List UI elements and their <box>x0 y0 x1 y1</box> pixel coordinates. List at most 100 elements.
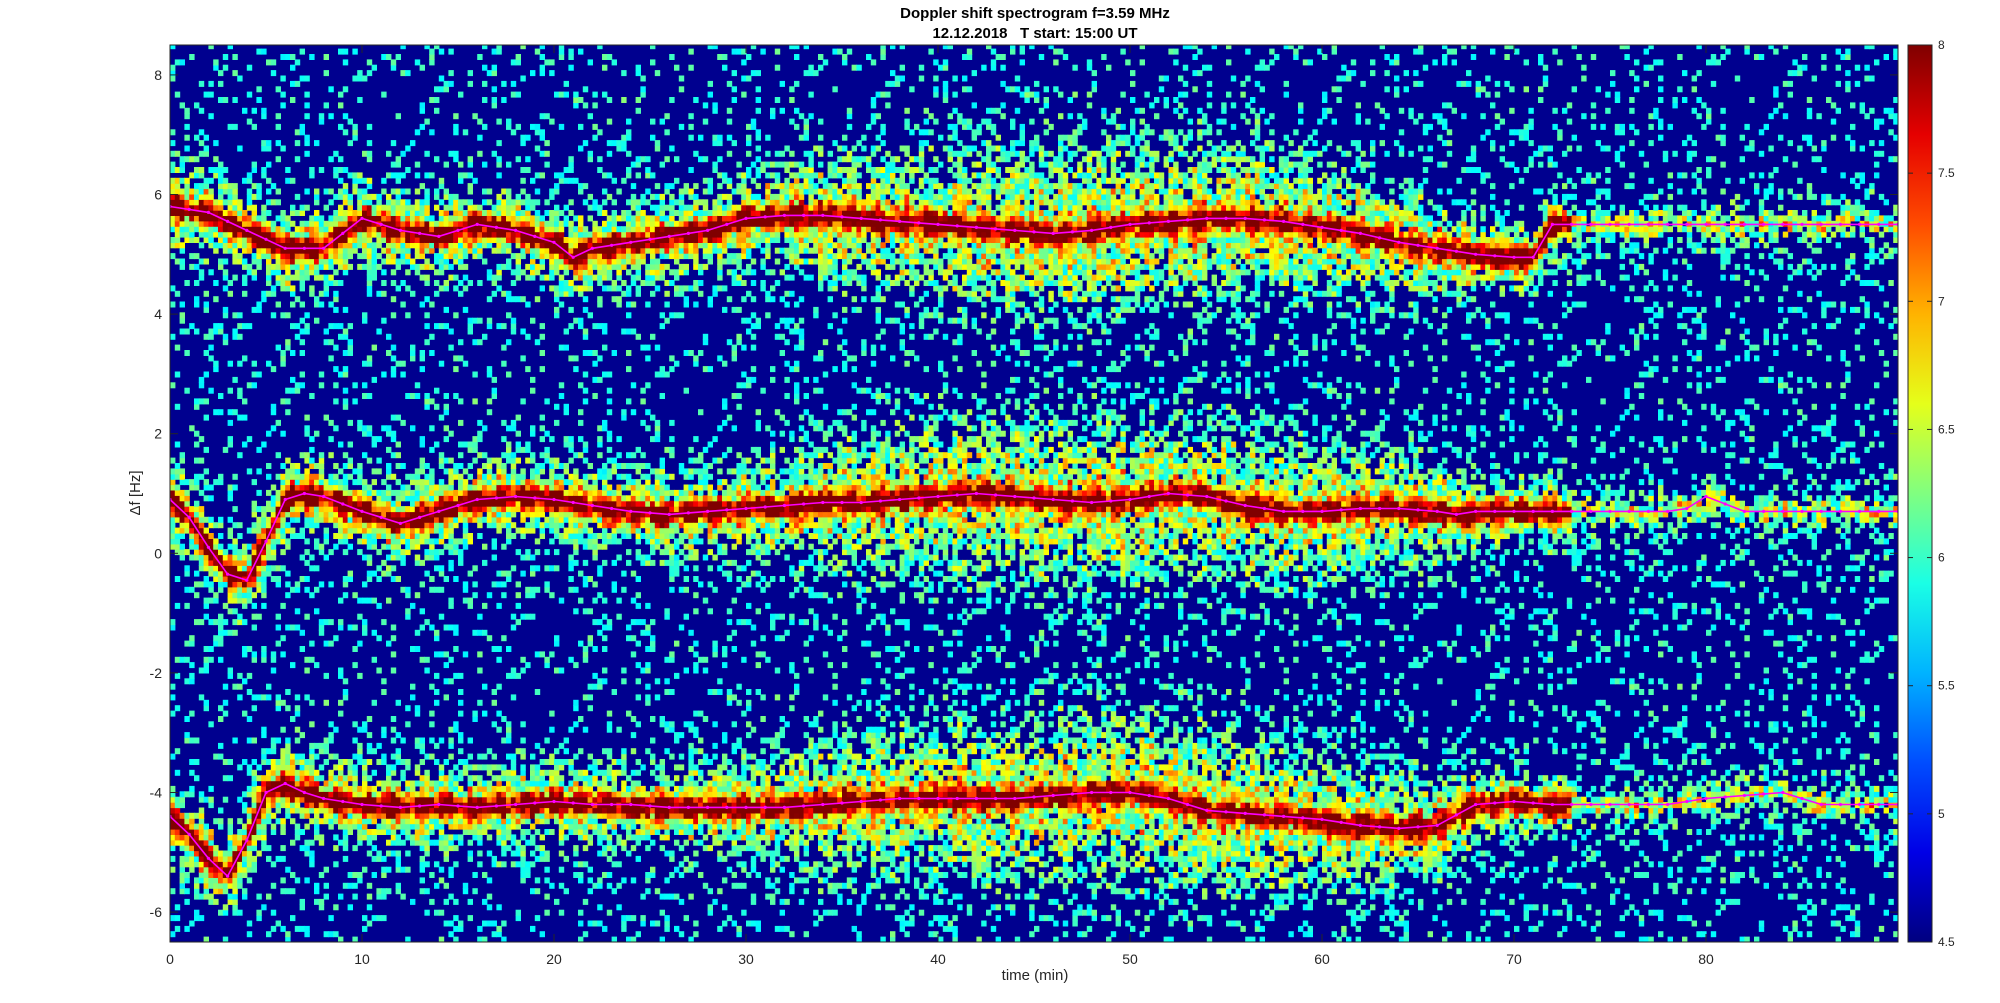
spectrogram-cell <box>396 172 401 178</box>
spectrogram-cell <box>256 576 261 582</box>
spectrogram-cell <box>357 748 362 754</box>
spectrogram-cell <box>194 199 199 205</box>
spectrogram-cell <box>184 221 189 227</box>
spectrogram-cell <box>247 587 252 593</box>
spectrogram-cell <box>280 210 285 216</box>
spectrogram-cell <box>333 172 338 178</box>
spectrogram-cell <box>309 657 314 663</box>
spectrogram-cell <box>170 829 175 835</box>
spectrogram-cell <box>333 167 338 173</box>
spectrogram-cell <box>352 522 357 528</box>
spectrogram-cell <box>189 199 194 205</box>
spectrogram-cell <box>218 851 223 857</box>
spectrogram-cell <box>237 452 242 458</box>
spectrogram-cell <box>352 625 357 631</box>
spectrogram-cell <box>199 565 204 571</box>
spectrogram-cell <box>314 786 319 792</box>
spectrogram-cell <box>189 678 194 684</box>
spectrogram-cell <box>348 872 353 878</box>
spectrogram-cell <box>285 345 290 351</box>
spectrogram-cell <box>352 501 357 507</box>
spectrogram-cell <box>252 603 257 609</box>
spectrogram-cell <box>256 97 261 103</box>
spectrogram-cell <box>372 829 377 835</box>
spectrogram-cell <box>256 910 261 916</box>
spectrogram-cell <box>242 651 247 657</box>
spectrogram-cell <box>290 377 295 383</box>
spectrogram-cell <box>208 581 213 587</box>
spectrogram-cell <box>232 199 237 205</box>
spectrogram-cell <box>381 533 386 539</box>
spectrogram-cell <box>261 845 266 851</box>
spectrogram-cell <box>280 748 285 754</box>
spectrogram-cell <box>271 501 276 507</box>
spectrogram-cell <box>247 851 252 857</box>
spectrogram-cell <box>324 533 329 539</box>
spectrogram-cell <box>237 673 242 679</box>
spectrogram-cell <box>348 625 353 631</box>
spectrogram-cell <box>218 555 223 561</box>
spectrogram-cell <box>324 673 329 679</box>
spectrogram-cell <box>362 522 367 528</box>
spectrogram-cell <box>352 592 357 598</box>
spectrogram-cell <box>228 824 233 830</box>
spectrogram-cell <box>180 259 185 265</box>
spectrogram-cell <box>180 657 185 663</box>
spectrogram-cell <box>213 899 218 905</box>
spectrogram-cell <box>372 522 377 528</box>
spectrogram-cell <box>199 194 204 200</box>
spectrogram-cell <box>324 641 329 647</box>
spectrogram-cell <box>295 625 300 631</box>
spectrogram-cell <box>391 59 396 65</box>
spectrogram-cell <box>304 232 309 238</box>
spectrogram-cell <box>304 587 309 593</box>
spectrogram-cell <box>204 146 209 152</box>
spectrogram-cell <box>381 215 386 221</box>
spectrogram-cell <box>396 549 401 555</box>
spectrogram-cell <box>232 54 237 60</box>
spectrogram-cell <box>247 189 252 195</box>
spectrogram-cell <box>194 194 199 200</box>
spectrogram-cell <box>266 463 271 469</box>
spectrogram-cell <box>309 479 314 485</box>
spectrogram-cell <box>280 221 285 227</box>
spectrogram-cell <box>319 372 324 378</box>
spectrogram-cell <box>396 576 401 582</box>
spectrogram-cell <box>204 92 209 98</box>
spectrogram-cell <box>208 851 213 857</box>
spectrogram-cell <box>223 775 228 781</box>
spectrogram-cell <box>204 705 209 711</box>
spectrogram-cell <box>271 748 276 754</box>
spectrogram-cell <box>199 269 204 275</box>
spectrogram-cell <box>271 759 276 765</box>
spectrogram-cell <box>295 501 300 507</box>
spectrogram-cell <box>213 248 218 254</box>
spectrogram-cell <box>309 808 314 814</box>
spectrogram-cell <box>372 269 377 275</box>
spectrogram-cell <box>208 646 213 652</box>
spectrogram-cell <box>348 205 353 211</box>
spectrogram-cell <box>333 425 338 431</box>
spectrogram-cell <box>391 210 396 216</box>
spectrogram-cell <box>362 248 367 254</box>
spectrogram-cell <box>184 113 189 119</box>
spectrogram-cell <box>362 528 367 534</box>
spectrogram-cell <box>242 280 247 286</box>
spectrogram-cell <box>280 791 285 797</box>
spectrogram-cell <box>290 808 295 814</box>
spectrogram-cell <box>208 269 213 275</box>
spectrogram-cell <box>343 834 348 840</box>
spectrogram-cell <box>381 259 386 265</box>
spectrogram-cell <box>295 511 300 517</box>
spectrogram-cell <box>396 237 401 243</box>
spectrogram-cell <box>228 845 233 851</box>
spectrogram-cell <box>376 199 381 205</box>
spectrogram-cell <box>218 861 223 867</box>
spectrogram-cell <box>252 210 257 216</box>
spectrogram-cell <box>208 587 213 593</box>
spectrogram-cell <box>285 474 290 480</box>
spectrogram-cell <box>280 877 285 883</box>
spectrogram-cell <box>348 824 353 830</box>
spectrogram-cell <box>309 522 314 528</box>
spectrogram-cell <box>223 555 228 561</box>
